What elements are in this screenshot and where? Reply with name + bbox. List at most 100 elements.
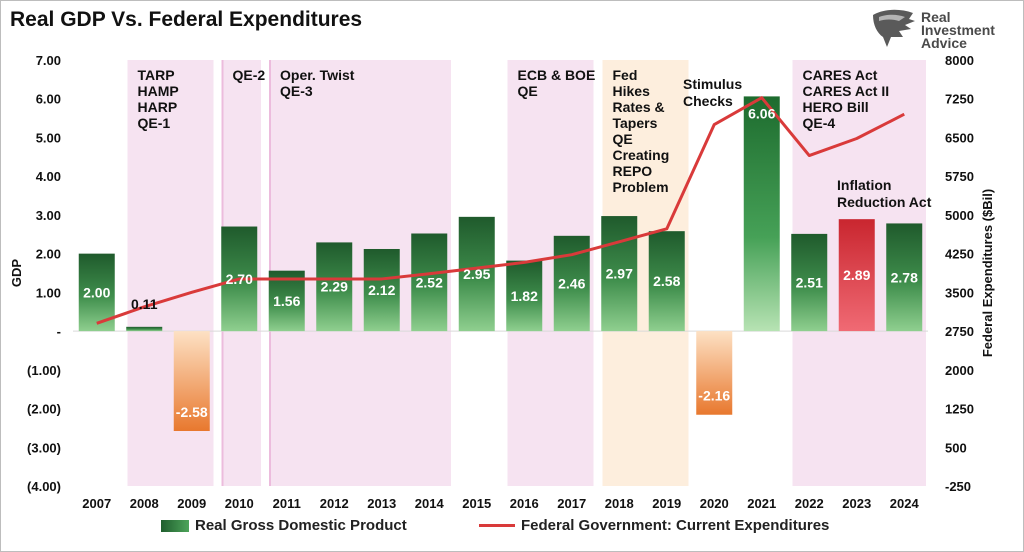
x-tick-label: 2010	[225, 496, 254, 511]
expenditures-line	[96, 96, 905, 325]
y-tick-label-left: 3.00	[36, 208, 61, 223]
data-label: -2.58	[176, 404, 208, 420]
x-tick-label: 2018	[605, 496, 634, 511]
x-tick-label: 2007	[82, 496, 111, 511]
period-label: Rates &	[613, 99, 665, 115]
x-tick-label: 2013	[367, 496, 396, 511]
bar	[886, 223, 923, 332]
y-tick-label-right: 7250	[945, 92, 974, 107]
bar	[126, 326, 163, 332]
y-tick-label-right: 6500	[945, 130, 974, 145]
data-label: -2.16	[698, 388, 730, 404]
y-tick-label-right: 8000	[945, 53, 974, 68]
x-tick-label: 2021	[747, 496, 776, 511]
bar	[696, 331, 733, 415]
y-tick-label-left: (3.00)	[27, 440, 61, 455]
bar	[648, 231, 685, 332]
bar	[601, 216, 638, 332]
y-tick-label-right: 1250	[945, 402, 974, 417]
period-label: ECB & BOE	[518, 67, 596, 83]
y-tick-label-right: 5750	[945, 169, 974, 184]
bar	[173, 331, 210, 432]
period-label: QE-3	[280, 83, 313, 99]
x-tick-label: 2017	[557, 496, 586, 511]
bar-series	[78, 96, 923, 432]
period-label: Problem	[613, 179, 669, 195]
y-tick-label-left: (1.00)	[27, 363, 61, 378]
bar	[316, 242, 353, 332]
annotation-label: Stimulus	[683, 76, 742, 92]
x-tick-label: 2011	[273, 496, 301, 511]
data-label: 2.00	[83, 284, 110, 300]
y-tick-label-left: 2.00	[36, 247, 61, 262]
data-label: 2.12	[368, 282, 395, 298]
bar	[743, 96, 780, 332]
x-tick-label: 2019	[652, 496, 681, 511]
x-tick-label: 2024	[890, 496, 920, 511]
legend: Real Gross Domestic Product Federal Gove…	[1, 517, 1024, 541]
y-tick-label-right: -250	[945, 479, 971, 494]
y-tick-label-left: 7.00	[36, 53, 61, 68]
y-axis-title-left: GDP	[9, 259, 24, 288]
y-tick-label-left: (4.00)	[27, 479, 61, 494]
bar	[506, 260, 543, 332]
period-label: Creating	[613, 147, 670, 163]
x-tick-label: 2022	[795, 496, 824, 511]
annotation-label: Checks	[683, 93, 733, 109]
eagle-head-icon	[873, 9, 915, 48]
x-tick-label: 2023	[842, 496, 871, 511]
period-label: QE	[518, 83, 538, 99]
y-axis-title-right: Federal Expenditures ($Bil)	[980, 189, 995, 357]
annotation-label: Reduction Act	[837, 194, 932, 210]
period-label: CARES Act II	[803, 83, 890, 99]
axes: 7.00 6.00 5.00 4.00 3.00 2.00 1.00 - (1.00) (2.00…	[9, 53, 995, 511]
legend-label-expenditures: Federal Government: Current Expenditures	[521, 517, 830, 534]
period-label: Tapers	[613, 115, 658, 131]
x-tick-label: 2009	[177, 496, 206, 511]
y-tick-label-left: 1.00	[36, 285, 61, 300]
brand-logo: Real Investment Advice	[869, 7, 1019, 53]
brand-line-2: Investment	[921, 22, 995, 38]
data-label: 2.89	[843, 267, 870, 283]
period-label: HERO Bill	[803, 99, 869, 115]
y-tick-label-left: 4.00	[36, 169, 61, 184]
data-label: 0.11	[131, 296, 158, 312]
period-label: QE-4	[803, 115, 836, 131]
y-tick-label-right: 3500	[945, 285, 974, 300]
data-label: 1.56	[273, 293, 300, 309]
data-label: 2.29	[321, 279, 348, 295]
y-tick-label-left: 5.00	[36, 130, 61, 145]
x-tick-label: 2020	[700, 496, 729, 511]
period-label: Fed	[613, 67, 638, 83]
legend-swatch-line	[479, 524, 515, 527]
data-label: 2.52	[416, 274, 443, 290]
y-tick-label-right: 5000	[945, 208, 974, 223]
bar	[411, 233, 448, 332]
period-label: HAMP	[138, 83, 179, 99]
bar	[268, 270, 305, 332]
data-label: 2.51	[796, 274, 823, 290]
data-label: 2.70	[226, 271, 253, 287]
data-label: 6.06	[748, 105, 775, 121]
period-label: QE	[613, 131, 633, 147]
line-series	[96, 96, 905, 325]
data-label: 2.46	[558, 275, 585, 291]
legend-item-expenditures: Federal Government: Current Expenditures	[479, 517, 829, 534]
brand-line-1: Real	[921, 9, 951, 25]
y-tick-label-right: 2750	[945, 324, 974, 339]
data-label: 1.82	[511, 288, 538, 304]
annotation-label: Inflation	[837, 177, 891, 193]
y-tick-label-left: (2.00)	[27, 402, 61, 417]
y-tick-label-left: -	[57, 324, 61, 339]
bar	[838, 219, 875, 332]
period-label: TARP	[138, 67, 175, 83]
y-tick-label-right: 2000	[945, 363, 974, 378]
x-tick-label: 2008	[130, 496, 159, 511]
brand-line-3: Advice	[921, 35, 967, 51]
bar	[363, 248, 400, 332]
legend-label-gdp: Real Gross Domestic Product	[195, 517, 407, 534]
legend-swatch-bar	[161, 519, 189, 532]
y-tick-label-right: 4250	[945, 247, 974, 262]
